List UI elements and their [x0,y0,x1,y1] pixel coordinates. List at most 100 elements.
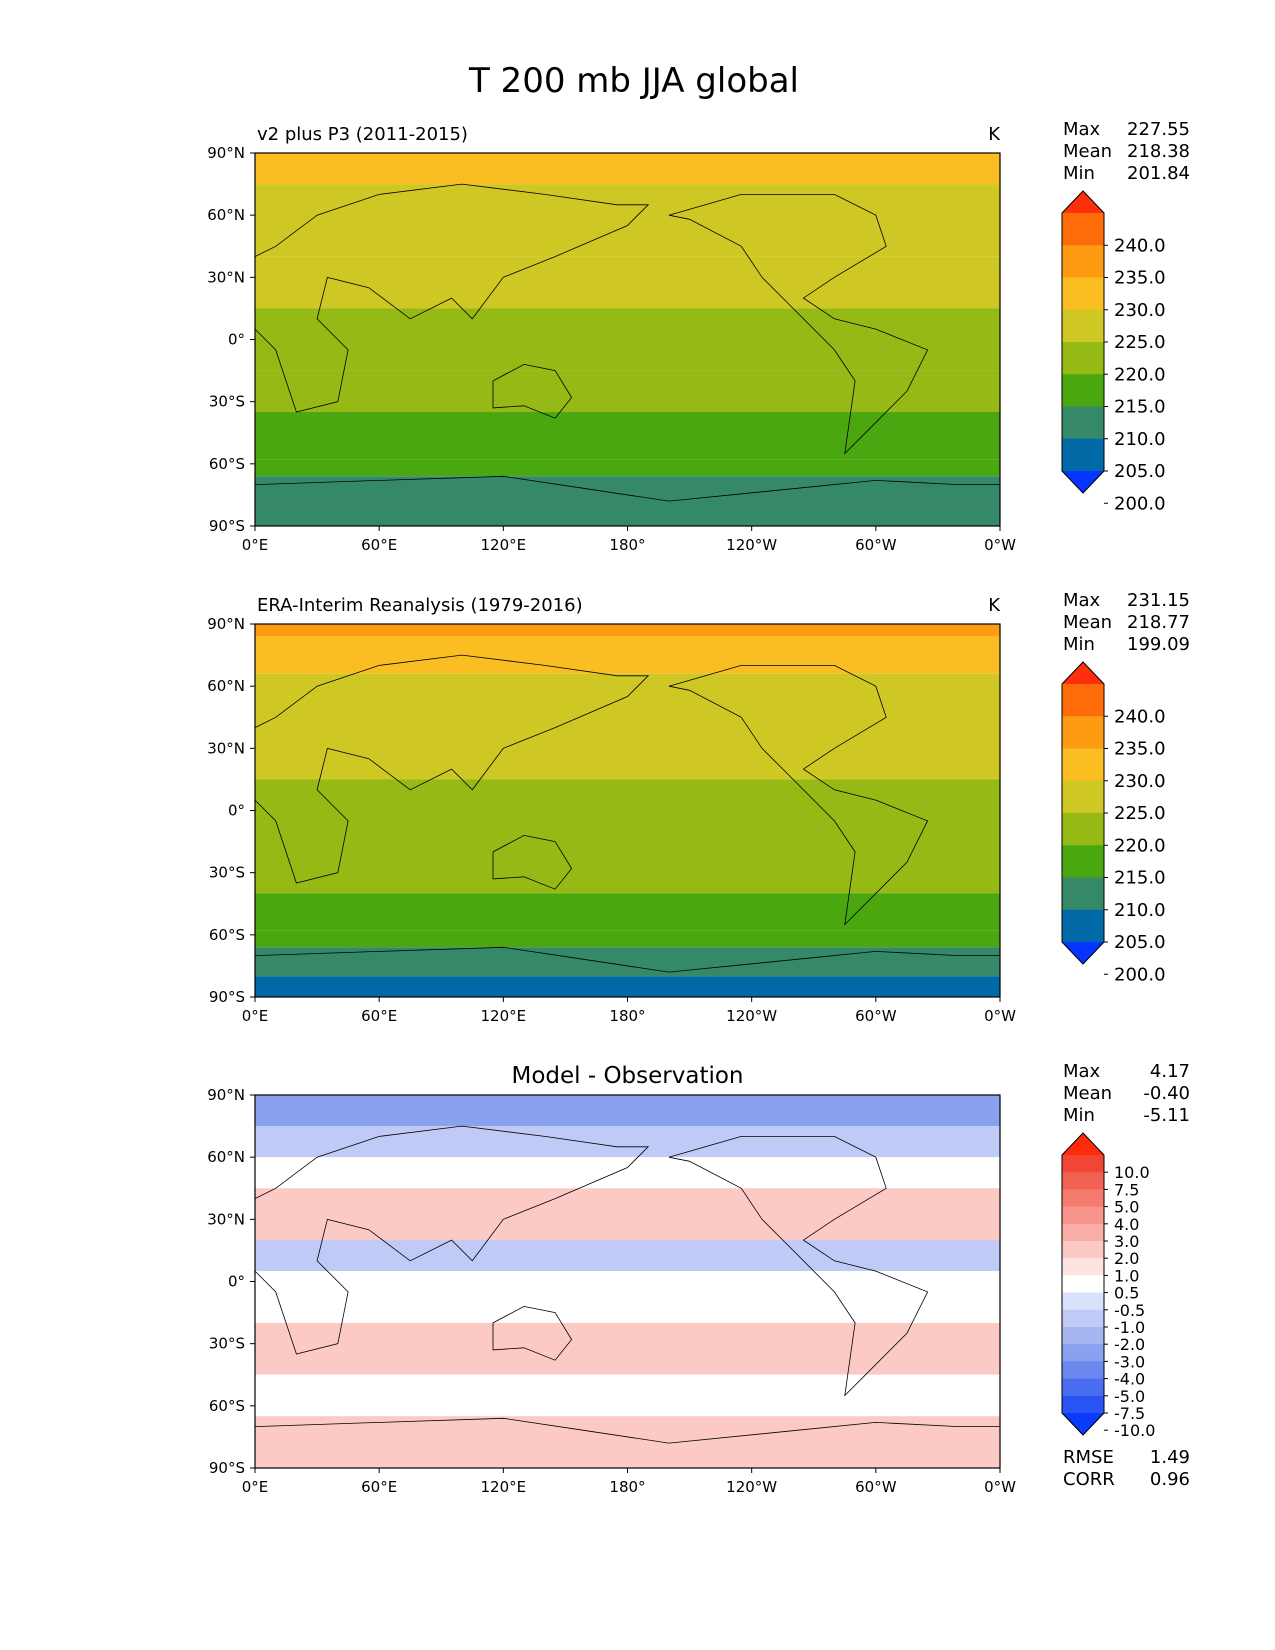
coastline [254,1417,1000,1444]
lon-tick-label: 60°W [855,1007,897,1025]
colorbar-tick-label: 225.0 [1114,803,1166,824]
coastline [668,194,929,455]
colorbar-segment [1062,1189,1104,1208]
field-band [255,624,1000,637]
colorbar-segment [1062,1223,1104,1242]
field-band [255,308,1000,371]
field-band [255,1188,1000,1241]
lon-tick-label: 0°E [242,1478,269,1496]
lon-tick-label: 0°E [242,1007,269,1025]
lat-tick-label: 30°S [209,393,245,411]
lat-tick-label: 0° [228,1273,245,1291]
field-band [255,412,1000,460]
colorbar-segment [1062,1241,1104,1259]
colorbar-tick-label: 240.0 [1114,235,1166,256]
colorbar-tick-label: 225.0 [1114,332,1166,353]
lat-tick-label: 30°S [209,864,245,882]
lon-tick-label: 0°W [984,1478,1016,1496]
panel-units: K [988,124,1001,145]
colorbar-tick-label: 210.0 [1114,429,1166,450]
stat-label-max: Max [1063,1061,1101,1082]
field-band [255,370,1000,413]
coastlines [254,183,1000,502]
stat-value-max: 227.55 [1127,119,1190,140]
colorbar-segment [1062,684,1104,717]
colorbar-segment [1062,780,1104,814]
lat-tick-label: 30°N [207,739,245,757]
lat-tick-label: 60°S [209,455,245,473]
lon-tick-label: 180° [609,1478,645,1496]
panel-units: K [988,595,1001,616]
lat-tick-label: 30°N [207,1210,245,1228]
map-field [255,153,1000,526]
colorbar-tick-label: 200.0 [1114,493,1166,514]
colorbar-segment [1062,748,1104,782]
colorbar-tick-label: 230.0 [1114,300,1166,321]
lat-tick-label: 30°N [207,268,245,286]
colorbar-tick-label: 205.0 [1114,461,1166,482]
stat-label-mean: Mean [1063,612,1112,633]
colorbar-tick-label: 215.0 [1114,397,1166,418]
lat-tick-label: 60°N [207,206,245,224]
lat-tick-label: 90°S [209,988,245,1006]
colorbar-segment [1062,1292,1104,1311]
map-field [255,1095,1000,1468]
stat-value-corr: 0.96 [1150,1469,1190,1490]
colorbar-tick-label: 235.0 [1114,268,1166,289]
colorbar-segment [1062,877,1104,911]
lon-tick-label: 60°W [855,1478,897,1496]
stat-label-corr: CORR [1063,1469,1115,1490]
lon-tick-label: 180° [609,1007,645,1025]
colorbar-segment [1062,374,1104,407]
lon-tick-label: 60°E [361,1478,397,1496]
field-band [255,476,1000,526]
colorbar-tick-label: 2.0 [1114,1249,1139,1268]
colorbar-segment [1062,716,1104,749]
lat-tick-label: 90°S [209,1459,245,1477]
lon-tick-label: 120°W [726,1478,777,1496]
lon-tick-label: 60°E [361,536,397,554]
field-band [255,459,1000,477]
colorbar-segment [1062,1172,1104,1190]
panel-title: Model - Observation [511,1063,743,1089]
colorbar-segment [1062,438,1104,472]
field-band [255,976,1000,997]
colorbar-segment [1062,845,1104,878]
lon-tick-label: 180° [609,536,645,554]
colorbar-tick-label: -2.0 [1114,1335,1145,1354]
colorbar-tick-label: -0.5 [1114,1301,1145,1320]
colorbar-extend-max [1062,662,1104,684]
colorbar-segment [1062,813,1104,846]
lon-tick-label: 0°E [242,536,269,554]
stat-value-mean: -0.40 [1143,1083,1190,1104]
stat-label-max: Max [1063,590,1101,611]
lat-tick-label: 90°N [207,615,245,633]
lat-tick-label: 0° [228,331,245,349]
colorbar-segment [1062,309,1104,343]
lon-tick-label: 120°W [726,1007,777,1025]
lon-tick-label: 60°E [361,1007,397,1025]
colorbar-segment [1062,1327,1104,1345]
lon-tick-label: 120°E [481,1007,527,1025]
coastline [492,834,573,890]
lat-tick-label: 60°S [209,926,245,944]
stat-label-min: Min [1063,163,1095,184]
colorbar-tick-label: -1.0 [1114,1318,1145,1337]
colorbar-segment [1062,406,1104,440]
stat-value-mean: 218.38 [1127,141,1190,162]
colorbar-tick-label: 1.0 [1114,1266,1139,1285]
colorbar: 10.07.55.04.03.02.01.00.5-0.5-1.0-2.0-3.… [1061,1132,1155,1440]
map-field [255,624,1000,997]
field-band [255,930,1000,948]
lon-tick-label: 0°W [984,536,1016,554]
colorbar-segment [1062,1344,1104,1362]
stat-value-min: 201.84 [1127,163,1190,184]
colorbar-segment [1062,1275,1104,1294]
field-band [255,1271,1000,1323]
field-band [255,256,1000,309]
panel-reference: 90°N 60°N 30°N 0° 30°S 60°S 90°S0°E 60°E 120°E 18… [207,590,1190,1025]
field-band [255,1126,1000,1158]
field-band [255,673,1000,780]
lat-tick-label: 0° [228,802,245,820]
